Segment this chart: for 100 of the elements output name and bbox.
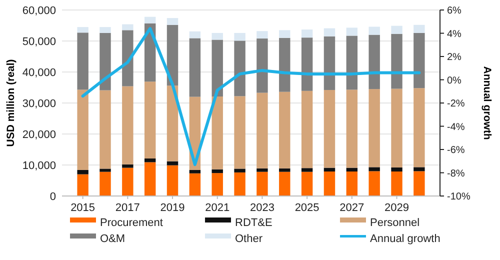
bar [391,34,402,89]
bar [166,86,178,162]
y-tick-label: 10,000 [22,160,56,172]
x-tick-label: 2029 [384,202,409,214]
bar [391,88,402,168]
bar [234,172,246,196]
bar [368,89,380,168]
bar [368,34,380,90]
bar [212,96,223,170]
bar [212,40,223,96]
bar [324,168,336,172]
bar [414,88,425,168]
bar [212,173,223,196]
bar [166,24,178,86]
bar [122,168,134,196]
y2-tick-label: 0% [447,75,462,86]
bar [301,30,313,38]
bar [368,167,380,172]
bar [122,24,134,30]
bar [346,90,358,168]
bar [324,90,336,168]
bar [256,168,268,172]
bar [279,168,290,172]
y-tick-label: 20,000 [22,129,56,141]
bar [391,26,402,34]
bar [346,28,358,36]
line-series [81,27,421,166]
bar [256,92,268,168]
bar [301,172,313,196]
y-tick-label: 50,000 [22,36,56,48]
bar [391,167,402,172]
bar [212,169,223,174]
bar [166,161,178,166]
bar [144,162,156,196]
bar [279,38,290,92]
bar [212,32,223,40]
y-tick-label: 0 [50,191,56,203]
y-axis-title: USD million (real) [5,59,17,147]
y-tick-label: 60,000 [22,5,56,17]
legend-label: Personnel [370,217,420,229]
legend-label: Annual growth [370,233,440,245]
x-tick-label: 2021 [205,202,230,214]
x-tick-label: 2015 [70,202,96,214]
bar [234,168,246,172]
legend-label: O&M [100,233,126,245]
bar [122,30,134,86]
bar [100,32,111,90]
bar [346,168,358,172]
y2-tick-label: -4% [447,122,465,133]
x-tick-label: 2019 [160,202,185,214]
bar [100,172,111,196]
bar [346,36,358,90]
y2-tick-label: 2% [447,52,462,63]
y2-tick-label: -10% [447,192,470,202]
bar [189,38,201,97]
bar [256,38,268,93]
bar [368,26,380,35]
bar [189,31,201,38]
bar [234,96,246,169]
bar [189,173,201,196]
x-tick-label: 2027 [340,202,364,214]
y2-tick-label: 4% [447,28,462,40]
bar [77,90,88,170]
legend-label: Procurement [100,217,163,229]
x-tick-label: 2025 [294,202,320,214]
bar [77,27,88,33]
bar [301,90,313,168]
y2-tick-label: -2% [447,98,465,110]
bar [414,171,425,196]
bar [77,170,88,174]
y2-tick-label: -8% [447,168,465,180]
bar [122,86,134,164]
bar [77,174,88,196]
y2-axis-title: Annual growth [481,66,493,140]
x-tick-label: 2023 [250,202,274,214]
bar [100,90,111,169]
bar [144,82,156,158]
bar [166,165,178,196]
bar [100,168,111,172]
y2-tick-label: -6% [447,145,465,156]
bar [279,92,290,168]
bar [144,158,156,162]
y-tick-label: 40,000 [22,67,56,79]
bar [234,32,246,41]
bar [100,27,111,33]
bar [256,31,268,39]
bar [324,36,336,90]
bar [234,40,246,96]
bar [414,24,425,33]
bar [144,16,156,24]
bar [279,30,290,38]
bar [301,38,313,91]
bar [166,18,178,25]
bar [346,172,358,196]
bar [189,170,201,174]
y2-tick-label: 6% [447,6,462,16]
bar [324,172,336,196]
bar [77,32,88,90]
bar [256,172,268,196]
bar [391,172,402,196]
